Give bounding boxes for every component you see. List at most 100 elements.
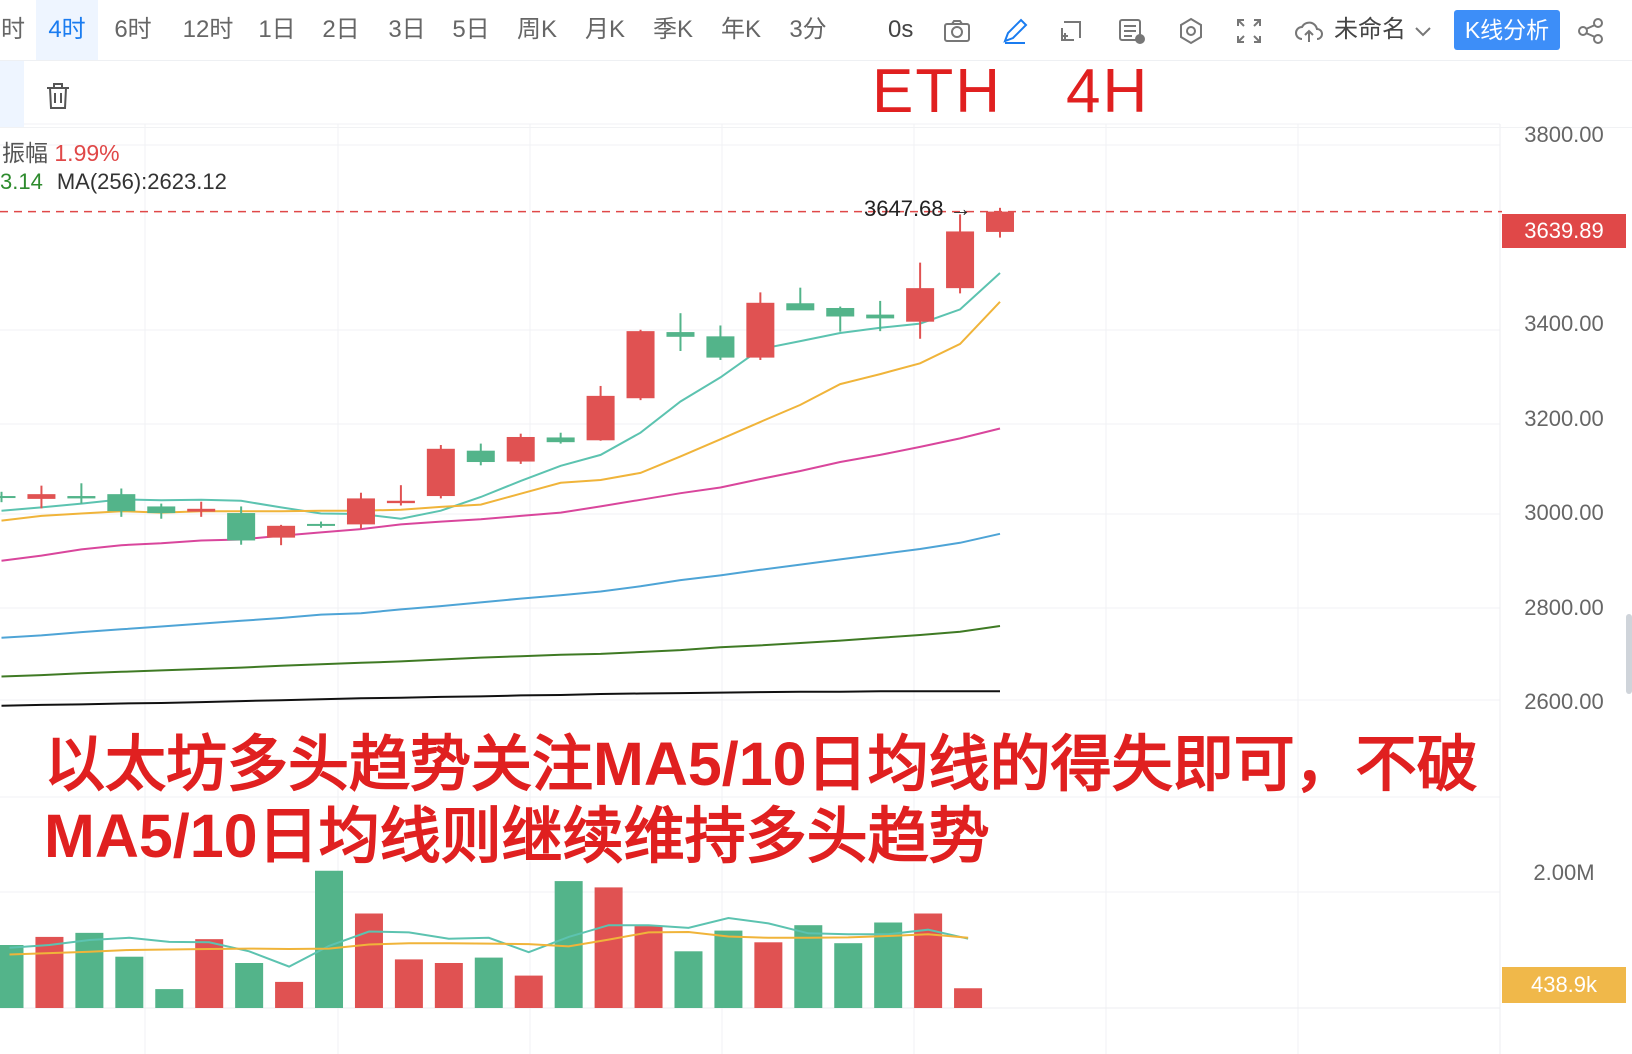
volume-bar <box>674 951 703 1008</box>
volume-bar <box>434 963 463 1008</box>
candle-body <box>946 231 975 289</box>
candle-body <box>586 395 615 441</box>
kline-analysis-button[interactable]: K线分析 <box>1454 10 1560 50</box>
volume-ma-line-1 <box>9 930 969 956</box>
amplitude-readout: 振幅 1.99% <box>2 134 120 168</box>
ma-line-4 <box>1 625 1001 678</box>
volume-bar <box>594 887 623 1008</box>
amplitude-value: 1.99% <box>54 140 120 166</box>
volume-bar <box>75 932 104 1008</box>
interval-text: 4H <box>1066 57 1150 126</box>
pencil-icon[interactable] <box>998 14 1032 48</box>
candle-body <box>187 508 216 512</box>
layout-name[interactable]: 未命名 <box>1334 16 1406 43</box>
volume-bar <box>914 913 943 1008</box>
amplitude-label: 振幅 <box>2 140 48 166</box>
timeframe-tab-2[interactable]: 6时 <box>114 16 152 43</box>
drawing-toolbar <box>0 61 1632 128</box>
candle-body <box>386 500 415 504</box>
candle-body <box>0 496 16 499</box>
candle-body <box>786 303 815 311</box>
ma-line-0 <box>1 272 1001 520</box>
timeframe-tab-9[interactable]: 月K <box>584 16 625 43</box>
cloud-upload-icon[interactable] <box>1292 14 1326 48</box>
axis-scroll-handle[interactable] <box>1626 614 1632 694</box>
candle-body <box>107 494 136 512</box>
timeframe-tab-11[interactable]: 年K <box>720 16 761 43</box>
timeframe-tab-5[interactable]: 2日 <box>322 16 360 43</box>
timeframe-tab-12[interactable]: 3分 <box>789 16 827 43</box>
trash-icon[interactable] <box>40 78 76 114</box>
volume-bar <box>35 936 64 1008</box>
ma-fragment-value: 3.14 <box>0 169 43 194</box>
symbol-overlay: ETH 4H <box>872 56 1149 127</box>
volume-bar <box>954 988 983 1008</box>
candle-body <box>506 436 535 462</box>
ma-readout: 3.14 MA(256):2623.12 <box>0 169 227 195</box>
volume-bar <box>514 975 543 1008</box>
settings-icon[interactable] <box>1174 14 1208 48</box>
ma-line-3 <box>1 532 1001 639</box>
candle-body <box>906 288 935 322</box>
volume-bar <box>634 926 663 1008</box>
volume-bar <box>235 963 264 1008</box>
volume-bar <box>754 942 783 1008</box>
price-tick-label: 3000.00 <box>1524 500 1604 525</box>
fullscreen-icon[interactable] <box>1232 14 1266 48</box>
volume-ma-line-0 <box>9 916 969 968</box>
volume-bar <box>115 956 144 1008</box>
share-icon[interactable] <box>1574 14 1608 48</box>
annotation-text: 以太坊多头趋势关注MA5/10日均线的得失即可，不破MA5/10日均线则继续维持… <box>44 730 1478 870</box>
candle-body <box>346 498 375 525</box>
volume-bar <box>275 981 304 1008</box>
timeframe-tab-4[interactable]: 1日 <box>258 16 296 43</box>
timeframe-tab-3[interactable]: 12时 <box>182 16 234 43</box>
volume-bar <box>794 925 823 1008</box>
ma-line-1 <box>1 301 1001 522</box>
candle-body <box>67 496 96 499</box>
candle-body <box>307 523 336 526</box>
price-tick-label: 2600.00 <box>1524 689 1604 714</box>
volume-bar <box>315 870 344 1008</box>
timeframe-tab-10[interactable]: 季K <box>652 16 693 43</box>
candle-body <box>466 450 495 463</box>
candle-body <box>426 448 455 497</box>
timeframe-tab-6[interactable]: 3日 <box>388 16 426 43</box>
price-tick-label: 2800.00 <box>1524 594 1604 620</box>
candle-body <box>746 302 775 358</box>
timeframe-tab-8[interactable]: 周K <box>516 16 557 43</box>
price-tick-label: 3800.00 <box>1524 122 1604 147</box>
chevron-down-icon[interactable] <box>1410 18 1436 44</box>
candle-body <box>267 525 296 538</box>
candle-body <box>546 437 575 443</box>
danmaku-icon[interactable] <box>1114 14 1148 48</box>
timeframe-tab-1[interactable]: 4时 <box>36 0 98 60</box>
ma-line-5 <box>1 690 1000 707</box>
candle-body <box>866 314 895 319</box>
timeframe-tab-7[interactable]: 5日 <box>452 16 490 43</box>
last-volume-tag: 438.9k <box>1502 967 1626 1003</box>
candle-body <box>147 506 176 514</box>
candle-body <box>826 307 855 317</box>
drawing-tool-tab[interactable] <box>0 61 24 127</box>
high-marker-label: 3647.68 → <box>864 196 972 221</box>
volume-bar <box>0 945 24 1008</box>
volume-bar <box>394 959 423 1008</box>
timeframe-toolbar: 时 4时 6时 12时 1日 2日 3日 5日 周K 月K 季K 年K 3分 0s 未命名 K线分析 <box>0 0 1632 61</box>
candle-body <box>227 513 256 541</box>
candle-body <box>27 494 56 499</box>
ma256-value: MA(256):2623.12 <box>56 169 227 194</box>
volume-bar <box>714 930 743 1008</box>
volume-bar <box>155 989 184 1008</box>
camera-icon[interactable] <box>940 14 974 48</box>
last-price-tag: 3639.89 <box>1502 214 1626 248</box>
timeframe-tab-0[interactable]: 时 <box>1 16 25 43</box>
countdown-text: 0s <box>888 16 914 43</box>
price-tick-label: 3400.00 <box>1524 311 1604 336</box>
volume-bar <box>195 939 224 1008</box>
add-window-icon[interactable] <box>1054 14 1088 48</box>
volume-axis-label: 2.00M <box>1533 860 1595 885</box>
volume-bar <box>354 913 383 1008</box>
price-tick-label: 3200.00 <box>1524 405 1604 431</box>
